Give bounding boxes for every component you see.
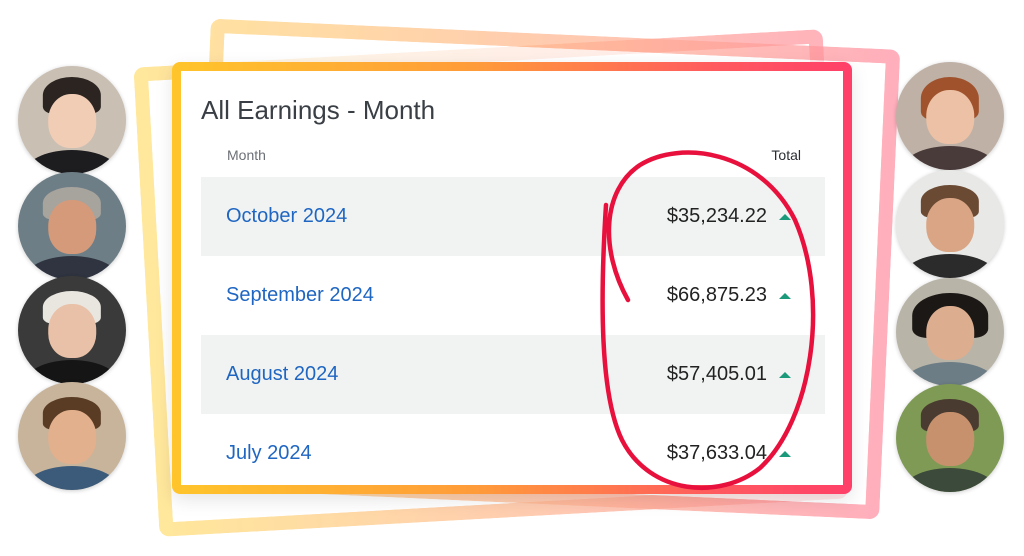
month-link[interactable]: October 2024 bbox=[226, 205, 348, 227]
column-header-month: Month bbox=[227, 147, 266, 163]
trend-up-icon bbox=[779, 450, 791, 457]
month-link[interactable]: August 2024 bbox=[226, 363, 339, 385]
trend-up-icon bbox=[779, 292, 791, 299]
card-title: All Earnings - Month bbox=[201, 95, 436, 125]
avatar-man-bearded bbox=[896, 170, 1004, 278]
total-amount: $57,405.01 bbox=[666, 363, 767, 385]
avatar-woman-dark-hair bbox=[18, 66, 126, 174]
table-row: September 2024 $66,875.23 bbox=[201, 256, 825, 335]
avatar-woman-red-hair bbox=[896, 62, 1004, 170]
trend-up-icon bbox=[779, 371, 791, 378]
total-amount: $37,633.04 bbox=[666, 442, 767, 464]
total-amount: $35,234.22 bbox=[666, 205, 767, 227]
avatar-young-man-smiling bbox=[18, 382, 126, 490]
month-link[interactable]: September 2024 bbox=[226, 284, 374, 306]
trend-up-icon bbox=[779, 213, 791, 220]
earnings-card: All Earnings - Month Month Total October… bbox=[172, 62, 852, 494]
table-row: October 2024 $35,234.22 bbox=[201, 177, 825, 256]
avatar-woman-curly-hair bbox=[896, 278, 1004, 386]
avatar-older-man-smiling bbox=[18, 172, 126, 280]
total-amount: $66,875.23 bbox=[666, 284, 767, 306]
table-row: July 2024 $37,633.04 bbox=[201, 414, 825, 485]
avatar-older-woman-white-hair bbox=[18, 276, 126, 384]
earnings-table: October 2024 $35,234.22 September 2024 $… bbox=[201, 177, 825, 485]
month-link[interactable]: July 2024 bbox=[226, 442, 312, 464]
column-header-total: Total bbox=[771, 147, 801, 163]
table-row: August 2024 $57,405.01 bbox=[201, 335, 825, 414]
avatar-man-bearded-gray bbox=[896, 384, 1004, 492]
